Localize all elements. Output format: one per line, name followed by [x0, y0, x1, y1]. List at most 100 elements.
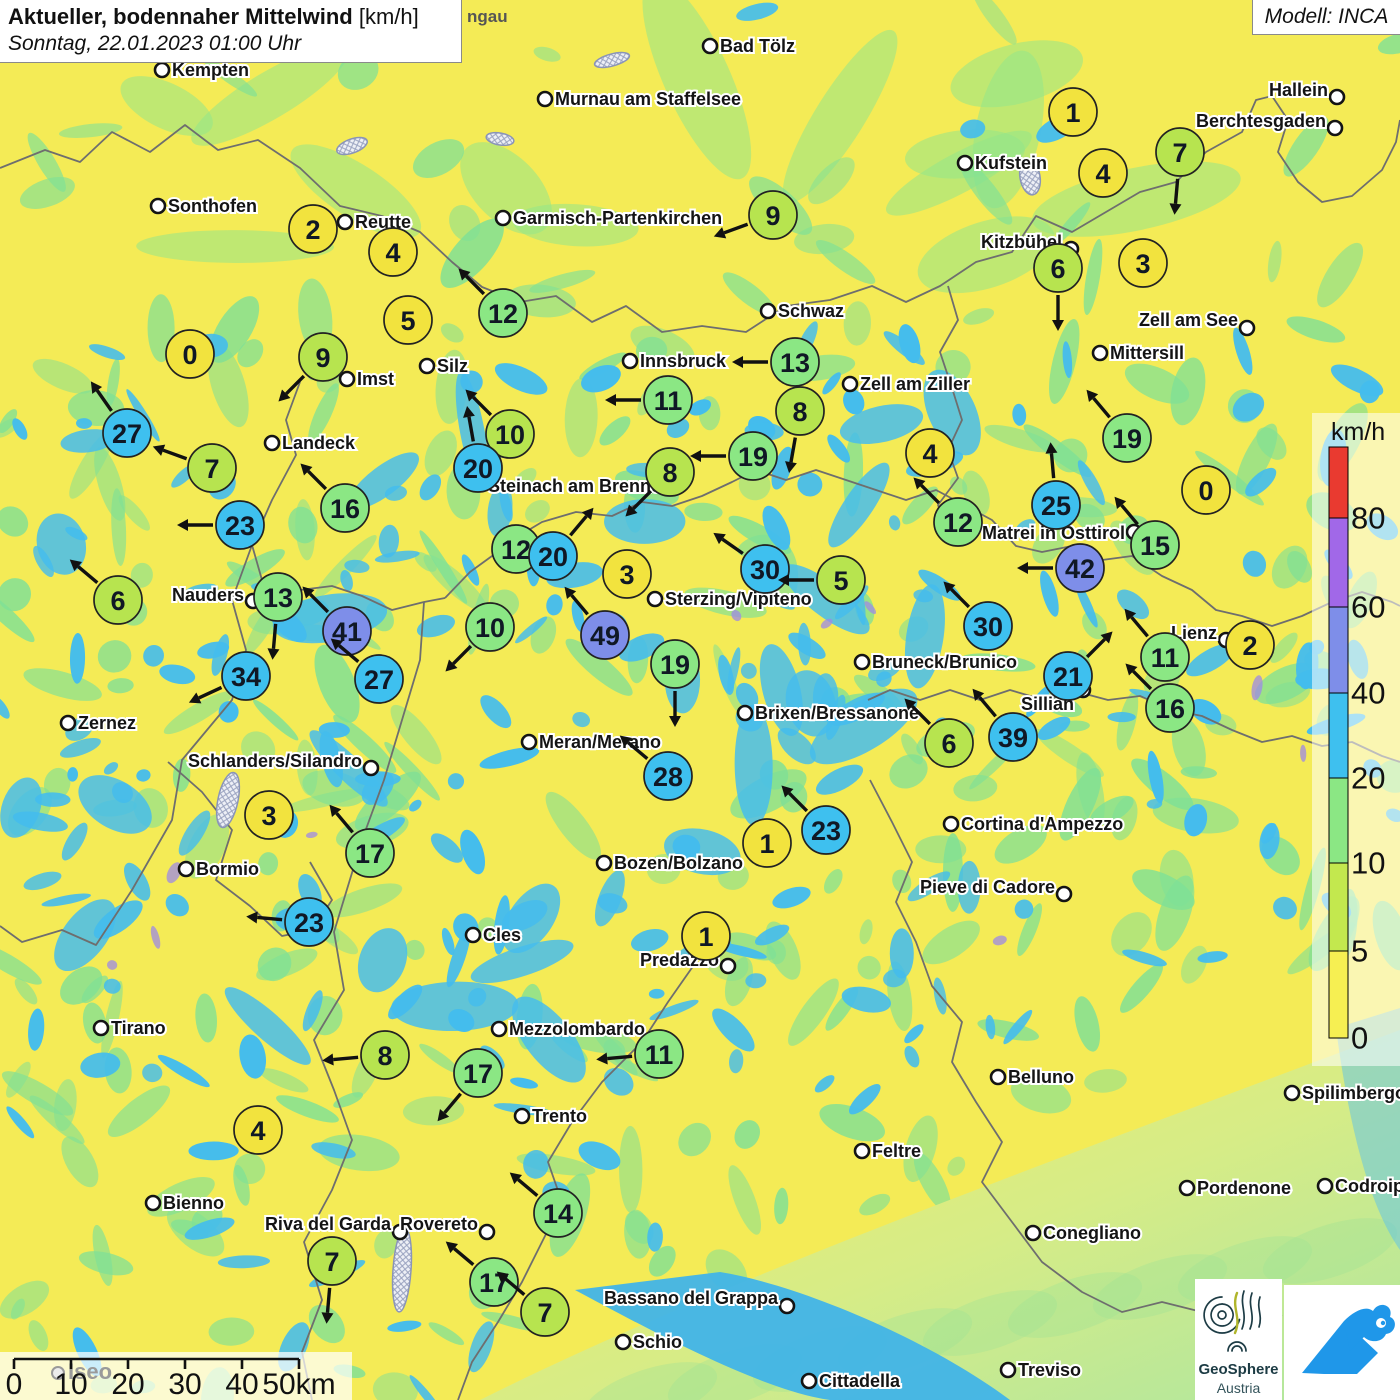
wind-marker: 6: [69, 559, 143, 625]
wind-marker-circle: [681, 911, 731, 961]
city-marker: [736, 704, 754, 722]
wind-arrow-head: [778, 574, 789, 586]
partner-logo: [1284, 1285, 1400, 1400]
wind-arrow: [333, 1055, 359, 1062]
legend-tick-label: 40: [1351, 676, 1385, 711]
wind-speed-value: 27: [364, 665, 394, 695]
wind-marker: 4: [233, 1105, 283, 1155]
wind-marker: 25: [1031, 442, 1081, 530]
model-label: Modell: INCA: [1252, 0, 1400, 35]
wind-marker-circle: [650, 639, 700, 689]
wind-arrow-head: [625, 504, 638, 517]
city-marker: [536, 90, 554, 108]
city-label: Berchtesgaden: [1196, 111, 1326, 131]
wind-marker: 19: [1086, 389, 1152, 463]
wind-marker-circle: [360, 1030, 410, 1080]
city-label: Brixen/Bressanone: [755, 703, 919, 723]
wind-arrow-head: [329, 804, 342, 818]
wind-arrow: [632, 489, 653, 510]
scale-tick-label: 30: [168, 1368, 201, 1400]
wind-marker-circle: [963, 601, 1013, 651]
wind-marker-circle: [643, 751, 693, 801]
wind-marker: 13: [253, 572, 303, 660]
wind-marker: 17: [437, 1048, 503, 1122]
wind-arrow: [271, 623, 278, 649]
city-label: Trento: [532, 1106, 587, 1126]
city-marker: [853, 653, 871, 671]
wind-marker-circle: [1118, 238, 1168, 288]
wind-marker: 17: [445, 1241, 519, 1307]
wind-arrow: [1130, 616, 1149, 638]
wind-speed-value: 4: [1095, 159, 1110, 189]
city-label: Innsbruck: [640, 351, 727, 371]
lake-shape: [485, 131, 515, 147]
wind-marker-circle: [187, 443, 237, 493]
lake-shape: [336, 136, 368, 156]
legend-tick-label: 5: [1351, 934, 1368, 969]
wind-marker-circle: [775, 386, 825, 436]
wind-marker: 12: [913, 477, 983, 547]
wind-marker-circle: [1130, 520, 1180, 570]
wind-marker-circle: [816, 555, 866, 605]
wind-speed-value: 7: [204, 454, 219, 484]
city-label: Pieve di Cadore: [920, 877, 1055, 897]
wind-marker-circle: [253, 572, 303, 622]
city-marker: [144, 1194, 162, 1212]
wind-speed-value: 3: [261, 801, 276, 831]
wind-speed-value: 1: [698, 922, 713, 952]
city-marker: [956, 154, 974, 172]
wind-marker: 3: [602, 549, 652, 599]
scale-tick-label: 50km: [262, 1368, 335, 1400]
wind-speed-value: 11: [1151, 643, 1180, 673]
wind-marker: 5: [778, 555, 866, 605]
wind-marker: 1: [681, 911, 731, 961]
wind-marker-circle: [748, 190, 798, 240]
wind-marker: 8: [775, 386, 825, 474]
city-label: Bassano del Grappa: [604, 1288, 779, 1308]
wind-marker: 23: [781, 785, 851, 855]
wind-marker: 14: [509, 1172, 583, 1238]
wind-arrow-head: [1169, 203, 1182, 215]
city-label: Landeck: [282, 433, 356, 453]
lake-shape: [1018, 158, 1042, 196]
city-label: Hallein: [1269, 80, 1328, 100]
wind-marker-circle: [988, 712, 1038, 762]
wind-arrow-head: [713, 532, 726, 545]
wind-speed-value: 23: [225, 511, 255, 541]
wind-marker: 0: [165, 329, 215, 379]
wind-marker: 20: [528, 507, 594, 581]
wind-speed-value: 28: [653, 762, 683, 792]
wind-arrow-head: [278, 389, 291, 402]
wind-speed-value: 23: [811, 816, 841, 846]
city-marker: [1055, 885, 1073, 903]
wind-marker: 7: [307, 1236, 357, 1324]
wind-arrow: [789, 437, 797, 463]
city-marker: [999, 1361, 1017, 1379]
wind-marker-circle: [924, 718, 974, 768]
wind-marker: 1: [742, 818, 792, 868]
city-layer: Kempten Sonthofen Reutte Bad Tölz Murnau am …: [59, 7, 1400, 1393]
city-marker: [1283, 1084, 1301, 1102]
wind-marker-circle: [528, 531, 578, 581]
city-label: Cortina d'Ampezzo: [961, 814, 1123, 834]
wind-speed-value: 21: [1053, 662, 1083, 692]
wind-speed-value: 13: [780, 348, 810, 378]
wind-speed-value: 9: [765, 201, 780, 231]
city-marker: [800, 1372, 818, 1390]
wind-speed-value: 19: [660, 650, 690, 680]
wind-marker: 27: [330, 638, 404, 704]
wind-speed-value: 23: [294, 908, 324, 938]
wind-marker-circle: [1078, 148, 1128, 198]
title-unit: [km/h]: [352, 4, 419, 29]
wind-marker: 9: [278, 332, 348, 402]
wind-marker-circle: [1031, 480, 1081, 530]
wind-speed-value: 4: [922, 439, 937, 469]
wind-speed-value: 19: [1112, 424, 1142, 454]
legend-tick-label: 0: [1351, 1021, 1368, 1056]
wind-speed-value: 11: [654, 386, 683, 416]
map-datetime: Sonntag, 22.01.2023 01:00 Uhr: [8, 32, 302, 55]
wind-arrow-head: [904, 698, 917, 711]
wind-arrow-head: [781, 785, 794, 798]
city-label: Murnau am Staffelsee: [555, 89, 741, 109]
city-marker: [1328, 88, 1346, 106]
